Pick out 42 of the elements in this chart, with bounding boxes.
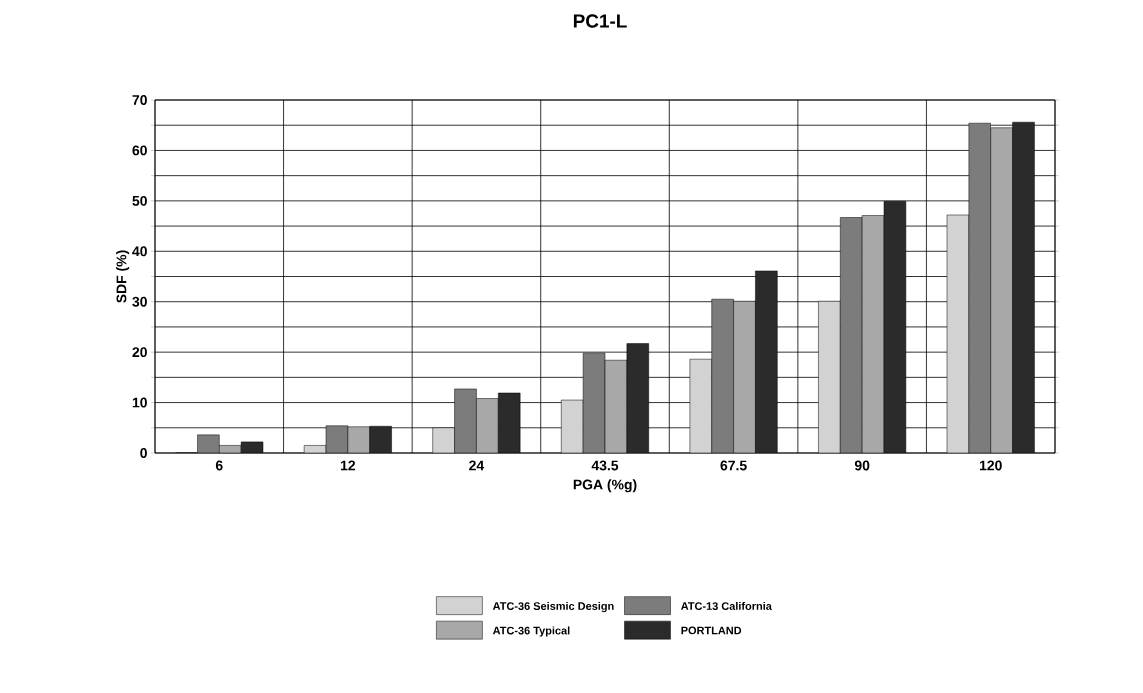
bar xyxy=(604,359,628,453)
x-tick-label: 43.5 xyxy=(591,460,619,471)
y-tick-label: 30 xyxy=(132,296,147,307)
y-tick-label: 40 xyxy=(132,246,147,257)
bar xyxy=(990,127,1013,453)
bar xyxy=(840,217,863,453)
x-tick-label: 6 xyxy=(215,460,223,471)
bar xyxy=(818,300,841,453)
y-tick-label: 10 xyxy=(132,397,147,408)
bar xyxy=(432,427,455,453)
bar xyxy=(197,434,220,453)
bar xyxy=(626,343,649,453)
bar xyxy=(968,122,991,453)
bar xyxy=(946,214,970,453)
x-tick-label: 67.5 xyxy=(720,460,747,471)
x-tick-label: 24 xyxy=(469,460,485,471)
x-tick-label: 120 xyxy=(979,460,1002,471)
y-tick-label: 0 xyxy=(140,448,147,458)
y-tick-label: 50 xyxy=(132,195,147,206)
legend-label: ATC-36 Seismic Design xyxy=(492,601,614,613)
legend-label: ATC-13 California xyxy=(680,601,772,610)
chart-title: PC1-L xyxy=(573,14,627,28)
legend-label: PORTLAND xyxy=(681,626,742,635)
bar xyxy=(733,300,756,453)
bar xyxy=(369,426,392,453)
bar xyxy=(689,358,712,453)
bar xyxy=(454,388,477,453)
x-axis-title: PGA (%g) xyxy=(573,479,637,493)
y-axis-title: SDF (%) xyxy=(116,250,130,303)
x-tick-label: 12 xyxy=(340,460,356,471)
bar xyxy=(755,270,778,453)
bar xyxy=(711,298,734,453)
bar xyxy=(861,215,885,453)
y-tick-label: 70 xyxy=(132,95,147,105)
y-tick-label: 60 xyxy=(132,145,147,156)
bar xyxy=(476,398,499,453)
bar xyxy=(1012,121,1035,453)
x-tick-label: 90 xyxy=(854,460,870,471)
bar xyxy=(883,201,907,453)
legend-label: ATC-36 Typical xyxy=(492,626,570,637)
y-tick-label: 20 xyxy=(132,347,147,358)
bar xyxy=(582,352,606,453)
